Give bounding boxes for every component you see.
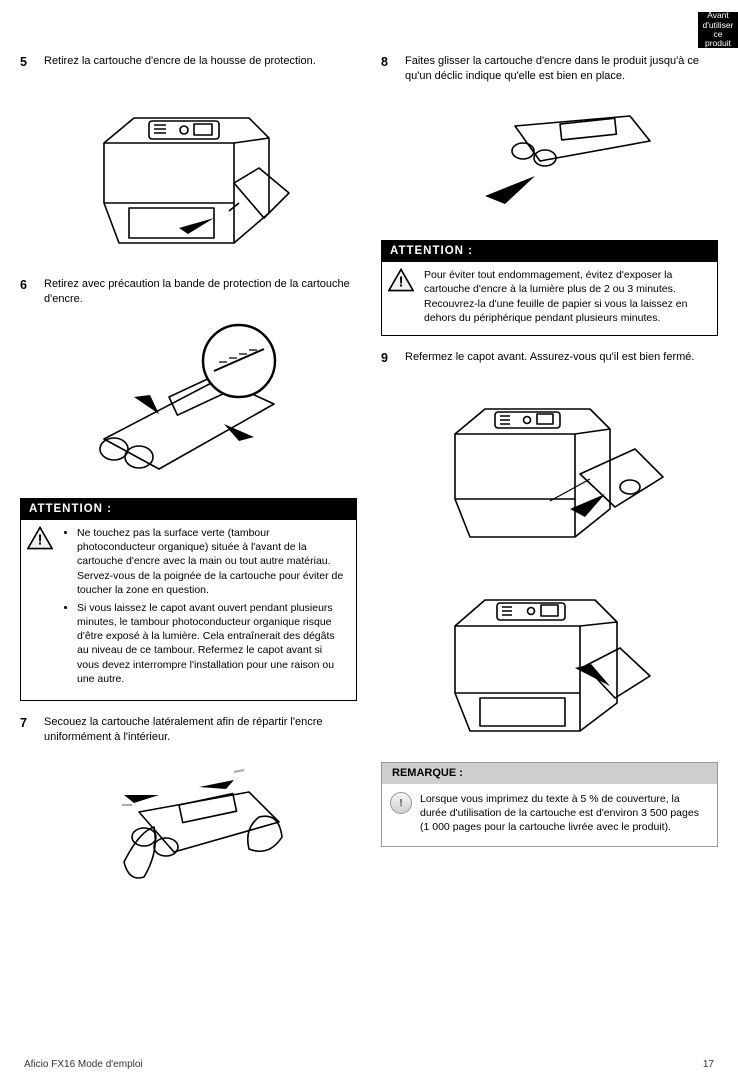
- info-icon: !: [390, 792, 412, 814]
- step-text: Refermez le capot avant. Assurez-vous qu…: [405, 350, 718, 367]
- caution-title: ATTENTION :: [382, 241, 717, 263]
- step-text: Retirez avec précaution la bande de prot…: [44, 277, 357, 307]
- figure-cartridge-tape: [20, 319, 357, 484]
- warning-icon: !: [382, 262, 420, 335]
- caution-item: Si vous laissez le capot avant ouvert pe…: [77, 601, 346, 686]
- step-8: 8 Faites glisser la cartouche d'encre da…: [381, 54, 718, 84]
- step-number: 8: [381, 54, 397, 84]
- step-number: 7: [20, 715, 36, 745]
- figure-insert-cartridge: [381, 379, 718, 554]
- caution-box-step6: ATTENTION : ! Ne touchez pas la surface …: [20, 498, 357, 701]
- footer-doc-title: Aficio FX16 Mode d'emploi: [24, 1058, 143, 1072]
- step-text: Secouez la cartouche latéralement afin d…: [44, 715, 357, 745]
- right-column: 8 Faites glisser la cartouche d'encre da…: [381, 54, 718, 921]
- figure-printer-open: [20, 83, 357, 263]
- step-text: Faites glisser la cartouche d'encre dans…: [405, 54, 718, 84]
- step-9: 9 Refermez le capot avant. Assurez-vous …: [381, 350, 718, 367]
- figure-cartridge-pull: [381, 96, 718, 226]
- warning-icon: !: [21, 520, 59, 700]
- caution-text: Ne touchez pas la surface verte (tambour…: [59, 520, 356, 700]
- figure-shake-cartridge: [20, 757, 357, 907]
- step-5: 5 Retirez la cartouche d'encre de la hou…: [20, 54, 357, 71]
- caution-box-step8: ATTENTION : ! Pour éviter tout endommage…: [381, 240, 718, 336]
- step-text: Retirez la cartouche d'encre de la houss…: [44, 54, 357, 71]
- section-tab: Avant d'utiliser ce produit: [698, 12, 738, 48]
- caution-item: Ne touchez pas la surface verte (tambour…: [77, 526, 346, 597]
- step-number: 5: [20, 54, 36, 71]
- figure-close-cover: [381, 568, 718, 748]
- page-content: 5 Retirez la cartouche d'encre de la hou…: [0, 0, 738, 941]
- left-column: 5 Retirez la cartouche d'encre de la hou…: [20, 54, 357, 921]
- step-6: 6 Retirez avec précaution la bande de pr…: [20, 277, 357, 307]
- svg-text:!: !: [399, 275, 404, 291]
- note-title: REMARQUE :: [382, 763, 717, 784]
- step-number: 9: [381, 350, 397, 367]
- note-text: Lorsque vous imprimez du texte à 5 % de …: [420, 792, 707, 835]
- caution-title: ATTENTION :: [21, 499, 356, 521]
- footer-page-number: 17: [703, 1058, 714, 1072]
- svg-text:!: !: [38, 533, 43, 549]
- caution-text: Pour éviter tout endommagement, évitez d…: [420, 262, 717, 335]
- step-7: 7 Secouez la cartouche latéralement afin…: [20, 715, 357, 745]
- note-box: REMARQUE : ! Lorsque vous imprimez du te…: [381, 762, 718, 847]
- step-number: 6: [20, 277, 36, 307]
- page-footer: Aficio FX16 Mode d'emploi 17: [0, 1058, 738, 1072]
